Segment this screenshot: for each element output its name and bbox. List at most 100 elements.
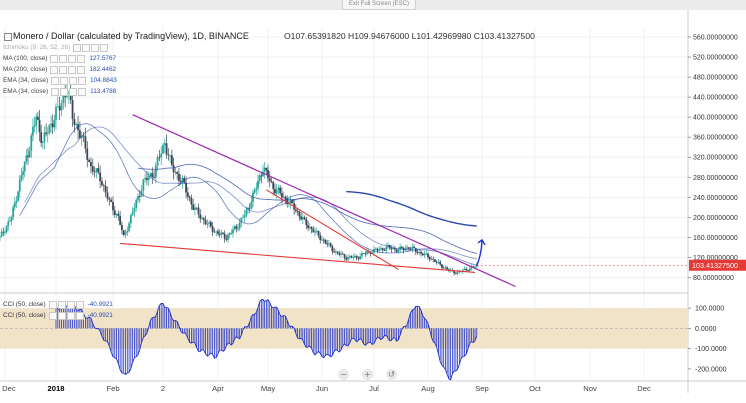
- candle-up: [385, 246, 388, 251]
- indicator-controls[interactable]: [73, 43, 109, 52]
- candle-down: [64, 95, 67, 97]
- minus-icon[interactable]: −: [338, 369, 349, 380]
- candle-up: [387, 244, 389, 247]
- candle-down: [213, 231, 216, 233]
- price-tick-label: 80.00000000: [693, 275, 734, 282]
- chart-canvas[interactable]: 80.00000000 120.00000000 160.00000000 200.0…: [0, 10, 746, 403]
- candle-down: [170, 155, 173, 166]
- candle-down: [108, 198, 111, 200]
- cci-tick-label: -200.0000: [695, 366, 727, 373]
- candle-down: [179, 180, 182, 183]
- indicator-row[interactable]: Ichimoku (9, 26, 52, 26): [3, 42, 112, 53]
- cci-legend-row[interactable]: CCI (50, close) -40.9921: [3, 311, 113, 320]
- indicator-control-icon[interactable]: [50, 54, 59, 63]
- cci-controls[interactable]: [48, 311, 84, 320]
- indicator-control-icon[interactable]: [68, 54, 77, 63]
- candle-up: [41, 141, 44, 143]
- candle-down: [395, 249, 398, 252]
- indicator-control-icon[interactable]: [59, 65, 68, 74]
- minor-trendline: [266, 189, 399, 270]
- indicator-control-icon[interactable]: [78, 87, 87, 96]
- indicator-value: 182.4462: [89, 66, 117, 73]
- candle-up: [137, 196, 139, 200]
- price-tick-label: 400.00000000: [693, 115, 738, 122]
- indicator-value: 127.5767: [89, 55, 117, 62]
- indicator-control-icon[interactable]: [69, 87, 78, 96]
- indicator-control-icon[interactable]: [77, 54, 86, 63]
- candle-up: [227, 234, 229, 240]
- time-tick-label: 2018: [48, 384, 65, 393]
- candle-up: [12, 207, 15, 218]
- plus-icon[interactable]: +: [362, 369, 373, 380]
- cci-control-icon[interactable]: [48, 300, 57, 309]
- candle-down: [117, 213, 120, 217]
- indicator-control-icon[interactable]: [51, 87, 60, 96]
- cci-legend-row[interactable]: CCI (50, close) -40.9921: [3, 300, 113, 309]
- candle-down: [453, 270, 456, 274]
- time-tick-label: Nov: [583, 384, 597, 393]
- cci-control-icon[interactable]: [75, 311, 84, 320]
- cci-control-icon[interactable]: [66, 311, 75, 320]
- candle-down: [186, 192, 189, 197]
- indicator-control-icon[interactable]: [77, 65, 86, 74]
- indicator-control-icon[interactable]: [78, 76, 87, 85]
- candle-down: [284, 196, 287, 199]
- candle-up: [232, 229, 234, 234]
- indicator-control-icon[interactable]: [91, 43, 100, 52]
- candle-down: [176, 172, 179, 174]
- cci-control-icon[interactable]: [48, 311, 57, 320]
- indicator-control-icon[interactable]: [59, 54, 68, 63]
- candle-up: [33, 125, 36, 127]
- exit-fullscreen-button[interactable]: Exit Full Screen (ESC): [342, 0, 417, 10]
- time-tick-label: Jul: [369, 384, 379, 393]
- price-tick-label: 360.00000000: [693, 135, 738, 142]
- cci-control-icon[interactable]: [57, 300, 66, 309]
- indicator-control-icon[interactable]: [60, 76, 69, 85]
- indicator-control-icon[interactable]: [82, 43, 91, 52]
- candle-up: [215, 231, 218, 233]
- candle-down: [38, 119, 41, 133]
- cci-control-icon[interactable]: [57, 311, 66, 320]
- indicator-row[interactable]: MA (200, close) 182.4462: [3, 64, 116, 75]
- candle-up: [474, 266, 476, 268]
- candle-up: [206, 223, 209, 225]
- price-tick-label: 440.00000000: [693, 95, 738, 102]
- indicator-row[interactable]: EMA (34, close) 104.8843: [3, 75, 117, 86]
- indicator-controls[interactable]: [50, 65, 86, 74]
- candle-down: [357, 257, 360, 260]
- candle-down: [222, 232, 224, 234]
- price-tick-label: 520.00000000: [693, 55, 738, 62]
- indicator-row[interactable]: MA (100, close) 127.5767: [3, 53, 116, 64]
- candle-up: [240, 217, 243, 223]
- candle-down: [307, 225, 309, 229]
- candle-down: [223, 233, 226, 239]
- candle-down: [113, 210, 116, 215]
- indicator-controls[interactable]: [51, 87, 87, 96]
- candle-up: [392, 248, 395, 250]
- candle-up: [282, 196, 285, 198]
- indicator-control-icon[interactable]: [100, 43, 109, 52]
- indicator-controls[interactable]: [51, 76, 87, 85]
- indicator-controls[interactable]: [50, 54, 86, 63]
- candle-down: [158, 157, 161, 159]
- candle-down: [119, 216, 122, 225]
- indicator-control-icon[interactable]: [69, 76, 78, 85]
- cci-control-icon[interactable]: [75, 300, 84, 309]
- time-tick-label: Feb: [106, 384, 119, 393]
- cci-control-icon[interactable]: [66, 300, 75, 309]
- candle-down: [294, 209, 297, 211]
- indicator-control-icon[interactable]: [73, 43, 82, 52]
- candle-up: [25, 155, 28, 162]
- cci-controls[interactable]: [48, 300, 84, 309]
- indicator-control-icon[interactable]: [60, 87, 69, 96]
- candle-up: [194, 207, 196, 210]
- candle-up: [169, 155, 171, 157]
- indicator-control-icon[interactable]: [51, 76, 60, 85]
- indicator-control-icon[interactable]: [50, 65, 59, 74]
- reset-icon[interactable]: ↺: [386, 369, 397, 380]
- indicator-row[interactable]: EMA (34, close) 113.4788: [3, 86, 116, 97]
- indicator-control-icon[interactable]: [68, 65, 77, 74]
- candle-down: [407, 247, 410, 249]
- indicator-value: 113.4788: [90, 88, 117, 95]
- cci-tick-label: 0.0000: [695, 326, 717, 333]
